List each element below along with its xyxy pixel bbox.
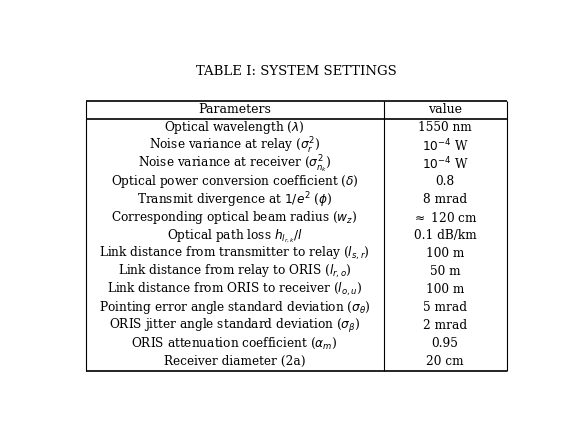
- Text: 0.95: 0.95: [432, 337, 458, 350]
- Text: Noise variance at relay ($\sigma_r^2$): Noise variance at relay ($\sigma_r^2$): [149, 136, 320, 156]
- Text: Optical wavelength ($\lambda$): Optical wavelength ($\lambda$): [164, 119, 305, 136]
- Text: $10^{-4}$ W: $10^{-4}$ W: [422, 138, 469, 154]
- Text: 5 mrad: 5 mrad: [423, 301, 467, 314]
- Text: 8 mrad: 8 mrad: [423, 193, 467, 206]
- Text: 100 m: 100 m: [426, 247, 464, 260]
- Text: $10^{-4}$ W: $10^{-4}$ W: [422, 156, 469, 172]
- Text: TABLE I: SYSTEM SETTINGS: TABLE I: SYSTEM SETTINGS: [196, 65, 397, 78]
- Text: Corresponding optical beam radius ($w_z$): Corresponding optical beam radius ($w_z$…: [112, 209, 358, 226]
- Text: Optical path loss $h_{l_{r,k}}/l$: Optical path loss $h_{l_{r,k}}/l$: [166, 227, 303, 245]
- Text: Pointing error angle standard deviation ($\sigma_\theta$): Pointing error angle standard deviation …: [99, 299, 370, 316]
- Text: $\approx$ 120 cm: $\approx$ 120 cm: [412, 211, 478, 225]
- Text: ORIS jitter angle standard deviation ($\sigma_\beta$): ORIS jitter angle standard deviation ($\…: [109, 317, 360, 335]
- Text: 1550 nm: 1550 nm: [418, 122, 472, 135]
- Text: Link distance from relay to ORIS ($l_{r,o}$): Link distance from relay to ORIS ($l_{r,…: [118, 263, 351, 280]
- Text: 2 mrad: 2 mrad: [423, 319, 467, 332]
- Text: Link distance from transmitter to relay ($l_{s,r}$): Link distance from transmitter to relay …: [99, 245, 370, 262]
- Text: Optical power conversion coefficient ($\delta$): Optical power conversion coefficient ($\…: [111, 173, 358, 190]
- Text: Parameters: Parameters: [198, 103, 271, 116]
- Text: 100 m: 100 m: [426, 283, 464, 296]
- Text: Receiver diameter (2a): Receiver diameter (2a): [164, 355, 305, 368]
- Text: Link distance from ORIS to receiver ($l_{o,u}$): Link distance from ORIS to receiver ($l_…: [107, 281, 362, 298]
- Text: Transmit divergence at $1/e^2$ ($\phi$): Transmit divergence at $1/e^2$ ($\phi$): [137, 190, 332, 210]
- Text: 0.8: 0.8: [436, 176, 455, 188]
- Text: 20 cm: 20 cm: [427, 355, 464, 368]
- Text: 50 m: 50 m: [430, 265, 461, 279]
- Text: 0.1 dB/km: 0.1 dB/km: [414, 229, 476, 242]
- Text: Noise variance at receiver ($\sigma_{n_k}^2$): Noise variance at receiver ($\sigma_{n_k…: [138, 153, 332, 175]
- Text: ORIS attenuation coefficient ($\alpha_m$): ORIS attenuation coefficient ($\alpha_m$…: [131, 336, 338, 352]
- Text: value: value: [428, 103, 462, 116]
